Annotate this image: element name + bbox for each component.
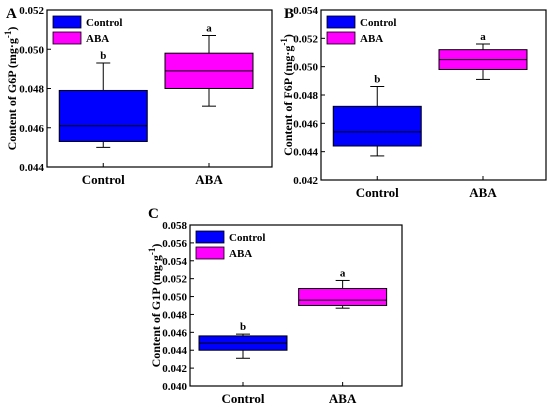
y-tick-label: 0.050 [293, 62, 318, 74]
legend-label: Control [360, 17, 396, 29]
legend-label: ABA [229, 248, 252, 260]
x-tick-label: Control [221, 391, 264, 406]
y-tick-label: 0.044 [162, 345, 187, 357]
legend: Control ABA [195, 230, 265, 260]
plot-frame [189, 224, 403, 387]
legend-swatch [195, 246, 225, 260]
x-tick-label: ABA [195, 172, 223, 187]
y-axis-label: Content of G6P (mg·g-1) [3, 27, 19, 151]
box-aba: a [164, 23, 254, 107]
legend-label: Control [86, 17, 122, 29]
y-tick-label: 0.048 [162, 309, 187, 321]
chart-panel-b: 0.042 0.044 0.046 0.048 0.050 0.052 0.054 Contr… [279, 5, 547, 200]
chart-panel-c: 0.040 0.042 0.044 0.046 0.048 0.050 0.052 0.054… [147, 206, 403, 406]
legend: Control ABA [52, 15, 122, 45]
y-tick-label: 0.058 [162, 220, 187, 232]
y-tick-label: 0.046 [19, 123, 44, 135]
y-tick-label: 0.044 [19, 162, 44, 174]
iqr-box [332, 105, 422, 147]
y-tick-label: 0.046 [293, 118, 318, 130]
y-tick-label: 0.054 [162, 256, 187, 268]
y-tick-label: 0.050 [162, 292, 187, 304]
legend-swatch [326, 31, 356, 45]
legend-swatch [195, 230, 225, 244]
iqr-box [58, 89, 148, 142]
significance-letter: a [206, 23, 212, 35]
y-tick-label: 0.040 [162, 381, 187, 393]
chart-panel-a: 0.044 0.046 0.048 0.050 0.052 Control ABA b a Con… [3, 5, 273, 187]
y-tick-label: 0.050 [19, 44, 44, 56]
legend-label: ABA [86, 33, 109, 45]
box-control: b [198, 321, 288, 359]
significance-letter: b [100, 50, 106, 62]
panel-label: A [6, 6, 17, 22]
y-axis-label: Content of G1P (mg·g-1) [147, 244, 163, 368]
iqr-box [298, 288, 388, 306]
y-tick-label: 0.046 [162, 327, 187, 339]
box-control: b [58, 50, 148, 148]
box-aba: a [438, 31, 528, 80]
legend-swatch [52, 15, 82, 29]
panel-label: C [148, 206, 159, 222]
y-tick-label: 0.052 [162, 274, 187, 286]
y-tick-label: 0.052 [293, 33, 318, 45]
significance-letter: b [374, 74, 380, 86]
significance-letter: a [480, 31, 486, 43]
y-tick-label: 0.042 [162, 363, 187, 375]
legend: Control ABA [326, 15, 396, 45]
panel-label: B [284, 6, 294, 22]
x-tick-label: Control [356, 185, 399, 200]
legend-label: ABA [360, 33, 383, 45]
significance-letter: a [340, 267, 346, 279]
box-control: b [332, 74, 422, 157]
y-tick-label: 0.052 [19, 5, 44, 17]
y-tick-label: 0.042 [293, 175, 318, 187]
y-tick-label: 0.044 [293, 147, 318, 159]
legend-swatch [326, 15, 356, 29]
y-tick-label: 0.048 [293, 90, 318, 102]
y-tick-label: 0.048 [19, 84, 44, 96]
y-tick-label: 0.056 [162, 238, 187, 250]
significance-letter: b [240, 321, 246, 333]
y-axis-label: Content of F6P (mg·g-1) [279, 34, 295, 156]
box-aba: a [298, 267, 388, 309]
x-tick-label: Control [82, 172, 125, 187]
x-tick-label: ABA [329, 391, 357, 406]
y-tick-label: 0.054 [293, 5, 318, 17]
x-tick-label: ABA [469, 185, 497, 200]
legend-label: Control [229, 232, 265, 244]
legend-swatch [52, 31, 82, 45]
